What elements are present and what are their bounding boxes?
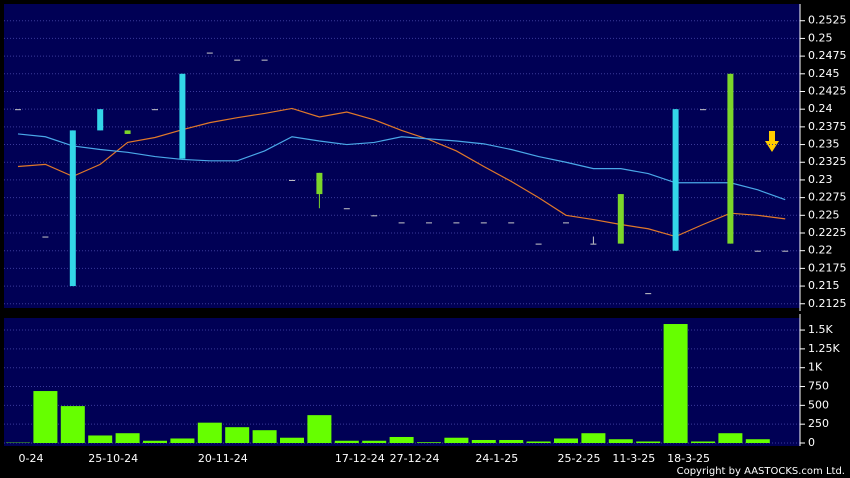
volume-bar — [307, 415, 332, 443]
candle-body — [617, 194, 624, 244]
volume-bar — [197, 422, 222, 443]
candle-body — [69, 130, 76, 287]
candle-body — [563, 222, 569, 224]
signal-arrow — [765, 131, 779, 152]
y-tick-label: 0.2525 — [808, 14, 847, 27]
volume-bar — [417, 442, 441, 443]
y-tick-label: 0.2175 — [808, 261, 847, 274]
candle-body — [152, 109, 158, 111]
volume-bar — [280, 437, 304, 443]
copyright: Copyright by AASTOCKS.com Ltd. — [677, 466, 845, 477]
candle-body — [124, 130, 131, 134]
x-tick-label: 11-3-25 — [612, 452, 655, 465]
volume-bar — [225, 427, 250, 443]
y-tick-label: 0.22 — [808, 244, 833, 257]
candle-body — [261, 59, 268, 61]
x-tick-label: 24-1-25 — [475, 452, 518, 465]
volume-bar — [471, 439, 496, 443]
y-tick-label: 1K — [808, 361, 823, 374]
candle-body — [97, 109, 104, 131]
volume-bar — [444, 437, 469, 443]
y-tick-label: 0.215 — [808, 279, 840, 292]
candle-body — [590, 243, 597, 245]
volume-bar — [663, 324, 688, 443]
y-tick-label: 0.24 — [808, 102, 833, 115]
y-tick-label: 0.25 — [808, 31, 833, 44]
candle-body — [535, 243, 542, 245]
y-tick-label: 750 — [808, 380, 829, 393]
y-tick-label: 0.2125 — [808, 297, 847, 310]
candle-body — [645, 293, 652, 295]
volume-bar — [745, 439, 770, 443]
volume-bar — [33, 391, 58, 443]
candle-body — [343, 208, 350, 210]
y-tick-label: 0.235 — [808, 138, 840, 151]
volume-bar — [334, 440, 359, 443]
candle-body — [508, 222, 515, 224]
candle-body — [672, 109, 679, 251]
candle-body — [289, 179, 295, 181]
y-tick-label: 0.225 — [808, 208, 840, 221]
candle-body — [398, 222, 405, 224]
y-tick-label: 0 — [808, 436, 815, 449]
x-tick-label: 18-3-25 — [667, 452, 710, 465]
candle-body — [179, 73, 186, 159]
volume-bar — [718, 433, 743, 443]
candle-body — [15, 109, 21, 111]
candle-body — [206, 52, 213, 54]
volume-bar — [581, 433, 606, 443]
y-tick-label: 0.2275 — [808, 191, 847, 204]
x-tick-label: 25-2-25 — [558, 452, 601, 465]
y-tick-label: 1.25K — [808, 342, 840, 355]
candle-body — [316, 172, 323, 195]
y-tick-label: 0.2375 — [808, 120, 847, 133]
candle-body — [700, 109, 706, 111]
volume-bar — [636, 441, 661, 443]
candle-body — [727, 73, 734, 244]
candle-body — [754, 250, 761, 252]
volume-bar — [143, 440, 167, 443]
volume-bar — [554, 438, 578, 443]
moving-average-line — [17, 107, 786, 238]
x-tick-label: 25-10-24 — [88, 452, 138, 465]
volume-bar — [691, 441, 715, 443]
y-tick-label: 0.2475 — [808, 49, 847, 62]
y-tick-label: 0.23 — [808, 173, 833, 186]
x-tick-label: 20-11-24 — [198, 452, 248, 465]
moving-average-line — [17, 133, 786, 201]
candle-body — [480, 222, 487, 224]
volume-bar — [170, 438, 195, 443]
x-tick-label: 27-12-24 — [390, 452, 440, 465]
x-tick-label: 0-24 — [19, 452, 44, 465]
candle-body — [371, 215, 378, 217]
y-tick-label: 0.245 — [808, 67, 840, 80]
candle-body — [234, 59, 241, 61]
x-tick-label: 17-12-24 — [335, 452, 385, 465]
volume-bar — [389, 436, 414, 443]
volume-bar — [115, 433, 140, 443]
volume-bar — [499, 439, 524, 443]
volume-bar — [362, 440, 387, 443]
y-tick-label: 0.2225 — [808, 226, 847, 239]
candle-body — [453, 222, 460, 224]
price-panel — [4, 4, 800, 308]
y-tick-label: 0.2325 — [808, 155, 847, 168]
candle-body — [782, 250, 789, 252]
candle-body — [426, 222, 432, 224]
volume-bar — [526, 441, 551, 443]
volume-bar — [88, 435, 113, 443]
y-tick-label: 500 — [808, 398, 829, 411]
y-tick-label: 250 — [808, 417, 829, 430]
y-tick-label: 0.2425 — [808, 84, 847, 97]
volume-bar — [60, 406, 85, 443]
candle-body — [42, 236, 49, 238]
volume-bar — [252, 430, 277, 443]
volume-bar — [608, 439, 633, 443]
y-tick-label: 1.5K — [808, 323, 833, 336]
